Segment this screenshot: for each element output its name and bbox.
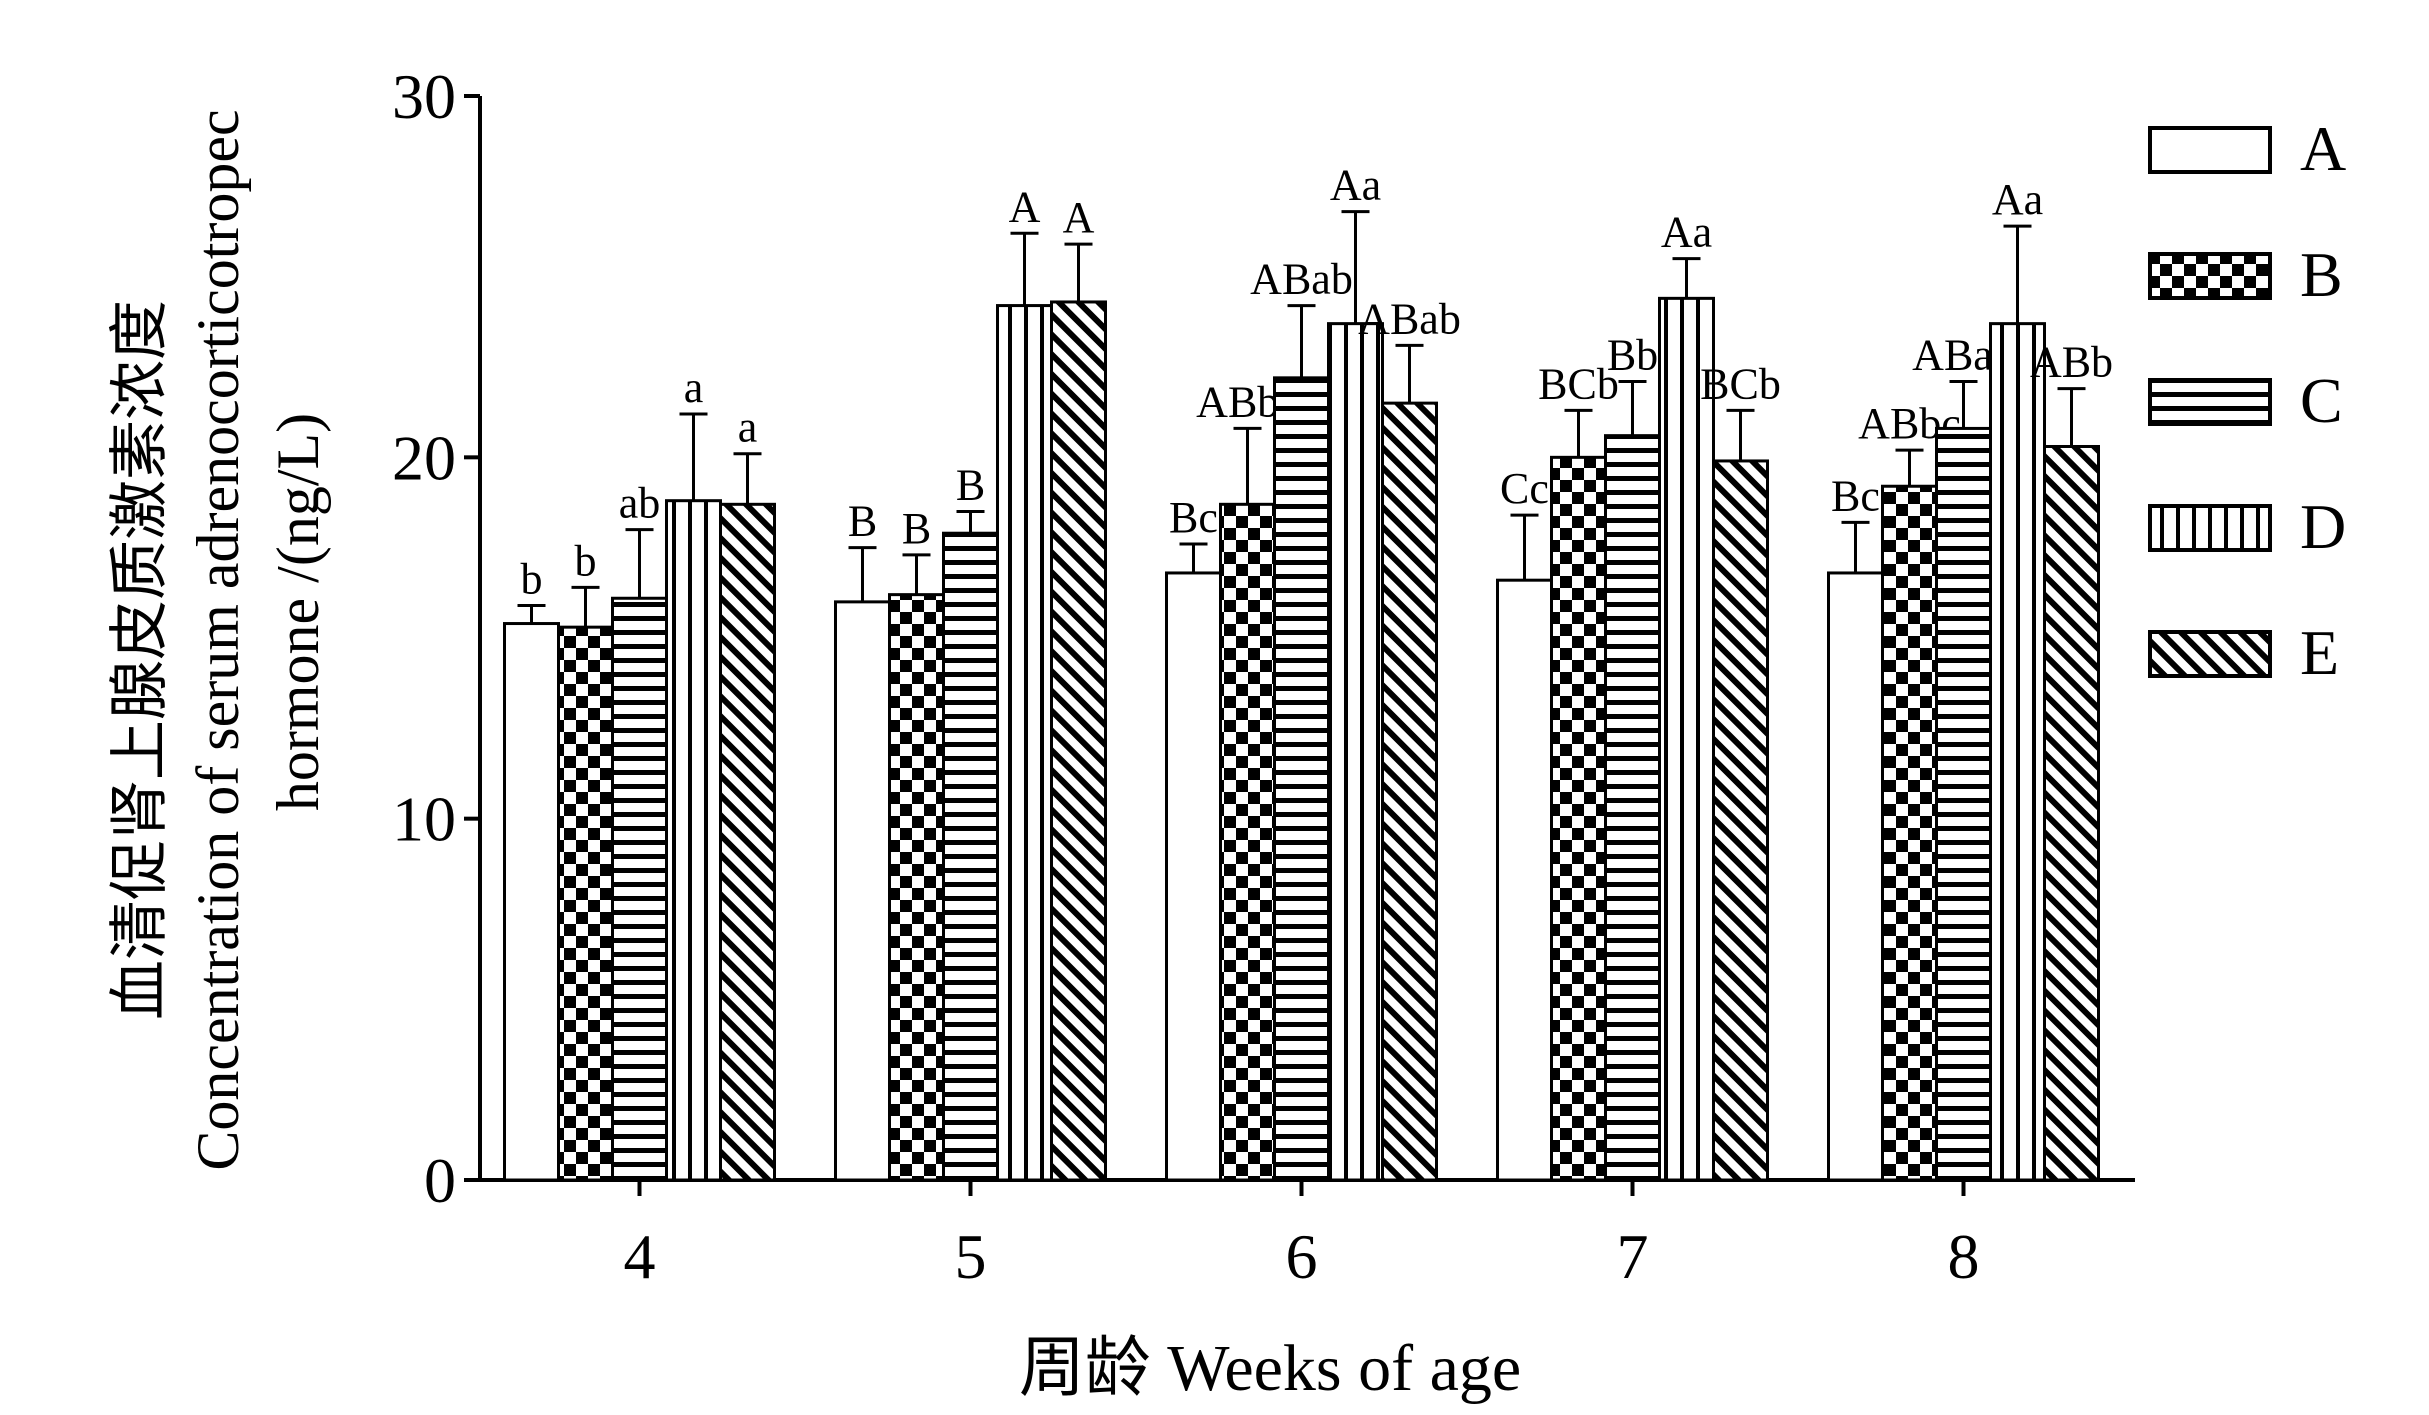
bar-D-week-8	[1989, 322, 2046, 1182]
significance-label: a	[684, 363, 704, 412]
bar-A-week-5	[834, 600, 891, 1182]
x-axis-title: 周龄 Weeks of age	[1019, 1332, 1521, 1405]
significance-label: b	[575, 536, 597, 585]
significance-label: Aa	[1992, 175, 2043, 224]
y-tick-label: 10	[392, 784, 456, 855]
significance-label: ABab	[1250, 255, 1353, 304]
legend-label-B: B	[2300, 239, 2343, 310]
y-tick-label: 30	[392, 61, 456, 132]
legend-swatch-E	[2148, 630, 2272, 678]
bar-D-week-4	[665, 499, 722, 1182]
significance-label: Aa	[1661, 208, 1712, 257]
significance-label: B	[956, 461, 985, 510]
x-tick-label: 4	[624, 1221, 656, 1292]
significance-label: b	[521, 554, 543, 603]
bar-B-week-5	[888, 593, 945, 1182]
bar-E-week-5	[1050, 300, 1107, 1182]
bar-B-week-7	[1550, 455, 1607, 1182]
significance-label: A	[1009, 182, 1041, 231]
y-tick-label: 0	[424, 1145, 456, 1216]
significance-label: ABab	[1358, 294, 1461, 343]
significance-label: B	[848, 497, 877, 546]
bar-D-week-6	[1327, 322, 1384, 1182]
bar-A-week-7	[1496, 578, 1553, 1182]
legend-swatch-B	[2148, 252, 2272, 300]
significance-label: ab	[619, 479, 661, 528]
significance-label: Aa	[1330, 161, 1381, 210]
bar-D-week-5	[996, 304, 1053, 1182]
significance-label: B	[902, 504, 931, 553]
x-tick-label: 6	[1286, 1221, 1318, 1292]
y-axis-title-en-line1: Concentration of serum adrenocorticotrop…	[185, 109, 251, 1170]
bar-A-week-4	[503, 622, 560, 1182]
significance-label: Bb	[1607, 330, 1658, 379]
x-tick-label: 5	[955, 1221, 987, 1292]
bar-D-week-7	[1658, 296, 1715, 1182]
bar-E-week-6	[1381, 401, 1438, 1182]
legend-swatch-D	[2148, 504, 2272, 552]
bar-C-week-8	[1935, 426, 1992, 1182]
significance-label: Cc	[1500, 464, 1549, 513]
significance-label: BCb	[1538, 359, 1619, 408]
bar-B-week-4	[557, 625, 614, 1182]
significance-label: Bc	[1831, 471, 1880, 520]
bar-C-week-5	[942, 531, 999, 1182]
legend-label-A: A	[2300, 113, 2346, 184]
bar-B-week-8	[1881, 484, 1938, 1182]
significance-label: BCb	[1700, 359, 1781, 408]
x-tick-label: 7	[1617, 1221, 1649, 1292]
bar-A-week-6	[1165, 571, 1222, 1182]
y-axis-title-cn: 血清促肾上腺皮质激素浓度	[107, 300, 173, 1020]
legend-label-C: C	[2300, 365, 2343, 436]
y-axis-title-en-line2: hormone /(ng/L)	[265, 413, 331, 811]
bar-C-week-7	[1604, 434, 1661, 1182]
bar-C-week-6	[1273, 376, 1330, 1182]
bar-A-week-8	[1827, 571, 1884, 1182]
significance-label: Bc	[1169, 493, 1218, 542]
bar-E-week-4	[719, 502, 776, 1182]
y-tick-label: 20	[392, 422, 456, 493]
y-axis-title: 血清促肾上腺皮质激素浓度 Concentration of serum adre…	[107, 109, 331, 1170]
bar-C-week-4	[611, 596, 668, 1182]
significance-label: ABb	[2030, 338, 2113, 387]
bar-E-week-8	[2043, 444, 2100, 1182]
legend-label-D: D	[2300, 491, 2346, 562]
legend-label-E: E	[2300, 617, 2339, 688]
significance-label: a	[738, 403, 758, 452]
x-tick-label: 8	[1948, 1221, 1980, 1292]
significance-label: A	[1063, 193, 1095, 242]
bar-B-week-6	[1219, 502, 1276, 1182]
legend-swatch-A	[2148, 126, 2272, 174]
legend-swatch-C	[2148, 378, 2272, 426]
bar-E-week-7	[1712, 459, 1769, 1182]
